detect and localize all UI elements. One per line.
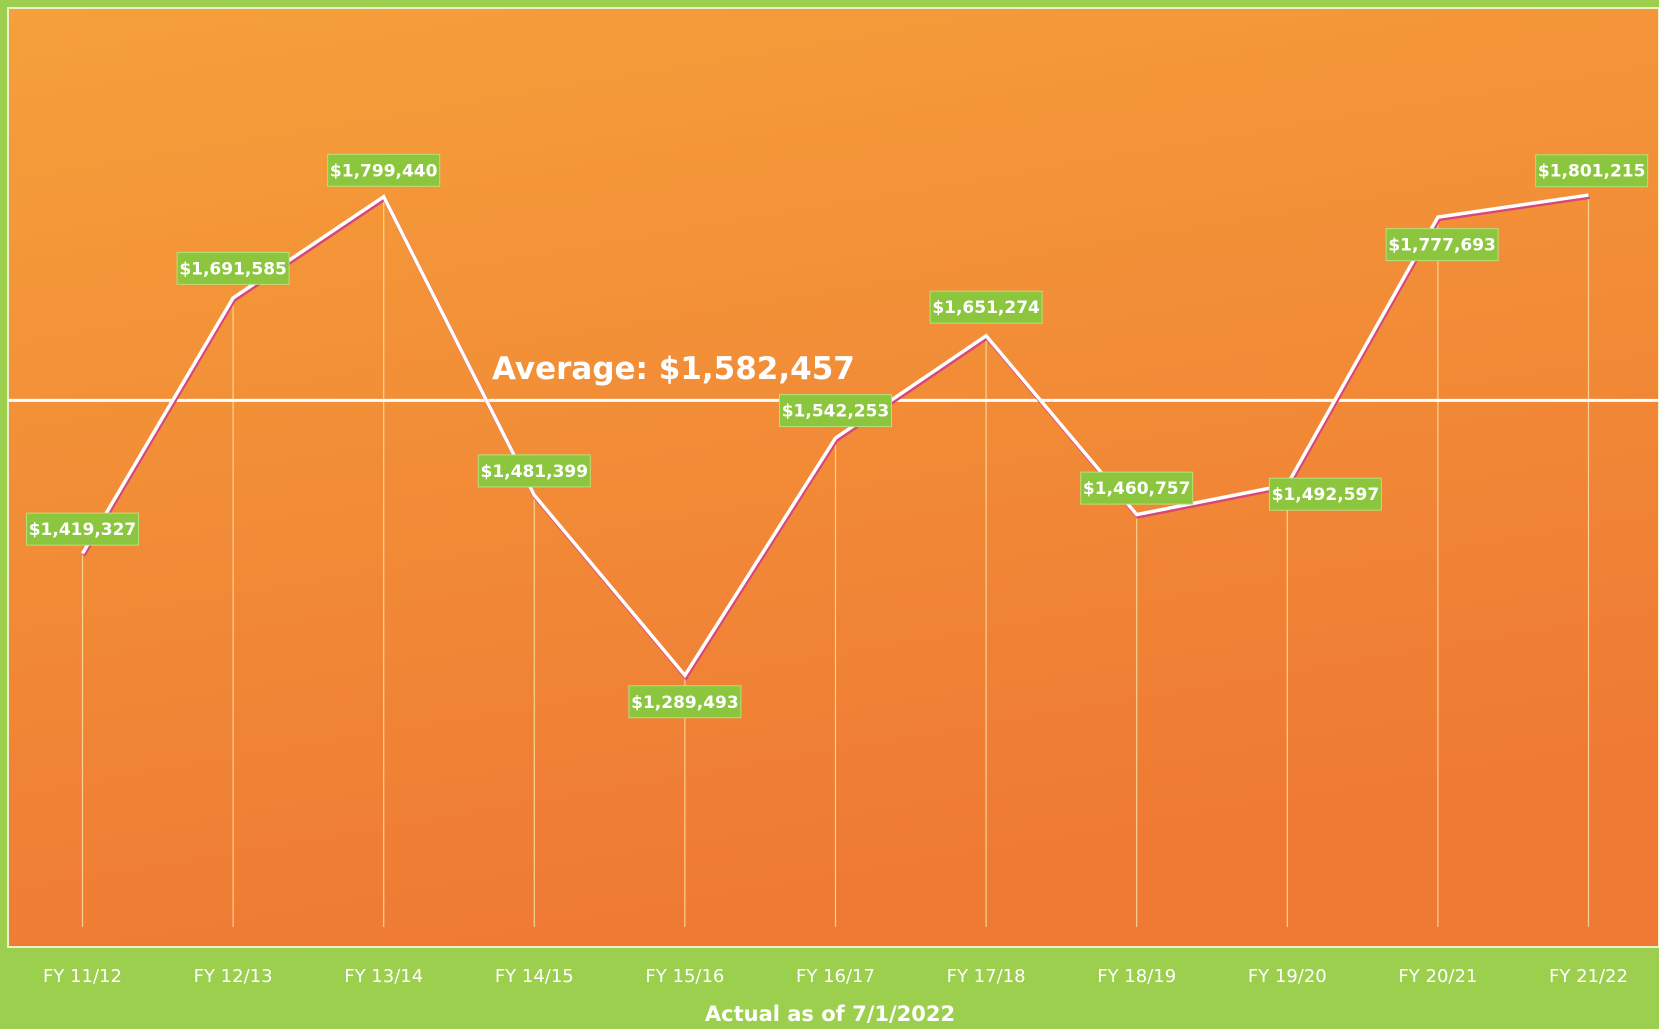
data-label: $1,289,493 [631,693,739,713]
data-label-box [1080,471,1194,505]
line-shadow [81,195,1590,681]
x-tick-label: FY 13/14 [344,966,423,987]
x-tick-label: FY 16/17 [796,966,875,987]
data-label: $1,691,585 [179,259,287,279]
x-axis-label: Actual as of 7/1/2022 [705,1002,955,1026]
series-line [80,193,1589,679]
x-tick-label: FY 15/16 [645,966,724,987]
data-label: $1,801,215 [1538,162,1646,182]
x-tick-label: FY 18/19 [1097,966,1176,987]
x-tick-label: FY 11/12 [43,966,122,987]
data-label-box [477,454,591,488]
data-label-box [1385,228,1499,262]
data-label-box [1268,477,1382,511]
data-label: $1,799,440 [330,161,438,181]
data-label: $1,460,757 [1083,479,1191,499]
data-label-box [779,394,892,428]
x-tick-label: FY 14/15 [495,966,574,987]
x-tick-label: FY 21/22 [1549,966,1628,987]
data-label-box [327,153,441,187]
x-tick-label: FY 12/13 [194,966,273,987]
data-label-box [26,512,139,546]
plot-area [7,7,1659,948]
x-tick-label: FY 19/20 [1248,966,1327,987]
data-label: $1,481,399 [481,462,589,482]
x-tick-label: FY 17/18 [947,966,1026,987]
data-label: $1,777,693 [1388,236,1496,256]
data-label: $1,542,253 [782,402,890,422]
data-label: $1,419,327 [29,520,137,540]
data-label-box [929,290,1043,324]
data-label-box [1535,154,1649,188]
average-label: Average: $1,582,457 [492,351,855,387]
x-tick-label: FY 20/21 [1398,966,1477,987]
data-label-box [628,685,742,719]
data-label-box [176,251,290,285]
data-label: $1,651,274 [932,298,1040,318]
data-label: $1,492,597 [1272,485,1380,505]
